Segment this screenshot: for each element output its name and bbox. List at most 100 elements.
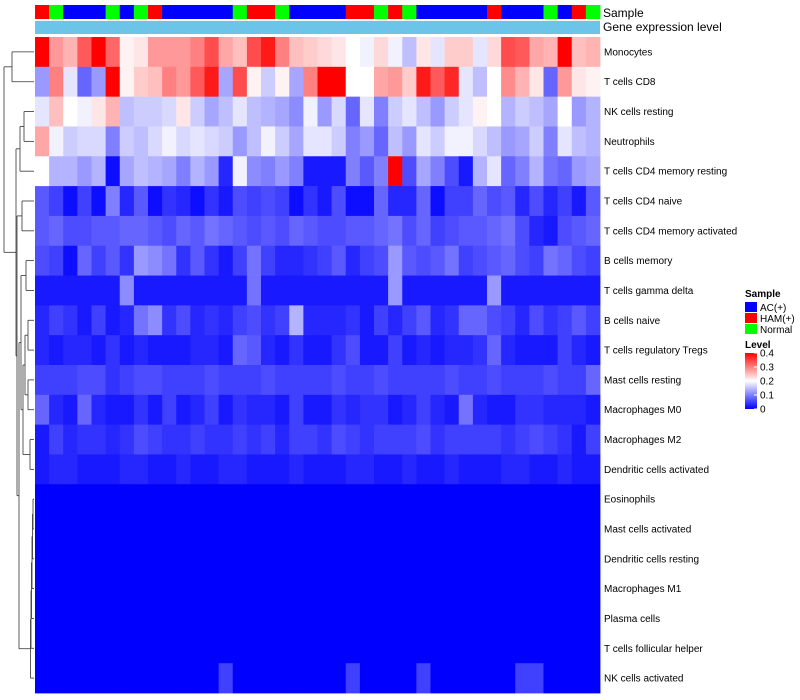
heatmap-cell — [402, 96, 417, 127]
heatmap-cell — [133, 37, 149, 68]
heatmap-cell — [515, 454, 530, 485]
heatmap-cell — [133, 365, 149, 396]
heatmap-cell — [557, 96, 573, 127]
heatmap-cell — [585, 543, 601, 575]
sample-annotation-cell — [133, 5, 149, 19]
heatmap-cell — [246, 573, 262, 604]
heatmap-cell — [35, 156, 50, 187]
heatmap-cell — [35, 305, 50, 336]
heatmap-cell — [374, 543, 389, 575]
heatmap-cell — [359, 603, 375, 634]
heatmap-cell — [162, 454, 177, 485]
heatmap-cell — [487, 186, 502, 217]
heatmap-cell — [444, 603, 460, 634]
heatmap-cell — [458, 305, 474, 336]
heatmap-cell — [487, 126, 502, 157]
heatmap-cell — [148, 573, 163, 604]
heatmap-cell — [77, 66, 92, 98]
row-label: T cells gamma delta — [604, 286, 694, 297]
heatmap-cell — [119, 186, 135, 217]
heatmap-cell — [204, 454, 220, 485]
heatmap-cell — [444, 573, 460, 604]
heatmap-cell — [49, 215, 64, 247]
heatmap-cell — [430, 424, 446, 455]
heatmap-cell — [133, 394, 149, 426]
heatmap-cell — [402, 514, 417, 545]
heatmap-cell — [35, 275, 50, 306]
heatmap-cell — [515, 245, 530, 276]
heatmap-cell — [49, 484, 64, 515]
heatmap-cell — [501, 633, 516, 664]
heatmap-cell — [529, 484, 544, 515]
heatmap-cell — [416, 66, 431, 98]
heatmap-cell — [487, 603, 502, 634]
sample-legend-title: Sample — [745, 289, 781, 300]
heatmap-cell — [501, 37, 516, 68]
heatmap-cell — [232, 514, 248, 545]
heatmap-cell — [289, 126, 304, 157]
heatmap-cell — [487, 66, 502, 98]
heatmap-cell — [190, 126, 205, 157]
heatmap-cell — [91, 454, 107, 485]
sample-annotation-cell — [557, 5, 573, 19]
heatmap-cell — [218, 603, 234, 634]
heatmap-cell — [571, 454, 587, 485]
sample-annotation-cell — [331, 5, 347, 19]
heatmap-cell — [430, 663, 446, 694]
heatmap-cell — [416, 663, 431, 694]
heatmap-cell — [232, 484, 248, 515]
heatmap-cell — [501, 454, 516, 485]
heatmap-cell — [246, 514, 262, 545]
heatmap-cell — [176, 454, 191, 485]
heatmap-cell — [119, 96, 135, 127]
heatmap-cell — [204, 305, 220, 336]
heatmap-cell — [529, 663, 544, 694]
heatmap-cell — [204, 603, 220, 634]
heatmap-cell — [289, 335, 304, 366]
heatmap-cell — [374, 156, 389, 187]
heatmap-cell — [289, 663, 304, 694]
sample-annotation-cell — [176, 5, 191, 19]
heatmap-cell — [345, 633, 361, 664]
heatmap-cell — [345, 335, 361, 366]
heatmap-cell — [232, 573, 248, 604]
heatmap-cell — [585, 37, 601, 68]
heatmap-cell — [430, 275, 446, 306]
heatmap-cell — [515, 394, 530, 426]
heatmap-cell — [218, 365, 234, 396]
heatmap-cell — [374, 245, 389, 276]
heatmap-cell — [105, 96, 121, 127]
heatmap-cell — [190, 633, 205, 664]
heatmap-cell — [557, 335, 573, 366]
heatmap-cell — [331, 126, 347, 157]
heatmap-cell — [374, 215, 389, 247]
heatmap-cell — [402, 66, 417, 98]
heatmap-cell — [557, 424, 573, 455]
legend: Sample AC(+)HAM(+)Normal Level 0.4 0.3 0.2… — [745, 289, 795, 416]
heatmap-cell — [529, 66, 544, 98]
heatmap-cell — [77, 215, 92, 247]
heatmap-cell — [529, 573, 544, 604]
heatmap-cell — [585, 484, 601, 515]
heatmap-cell — [543, 484, 559, 515]
heatmap-cell — [331, 66, 347, 98]
heatmap-cell — [49, 514, 64, 545]
heatmap-cell — [77, 37, 92, 68]
heatmap-cell — [331, 543, 347, 575]
heatmap-cell — [359, 543, 375, 575]
heatmap-cell — [91, 663, 107, 694]
heatmap-cell — [119, 573, 135, 604]
heatmap-cell — [105, 573, 121, 604]
heatmap-cell — [374, 424, 389, 455]
heatmap-cell — [388, 514, 403, 545]
row-labels: Monocytes T cells CD8 NK cells resting Neut… — [604, 47, 737, 684]
sample-annotation-cell — [119, 5, 135, 19]
heatmap-cell — [515, 603, 530, 634]
heatmap-cell — [289, 215, 304, 247]
heatmap-cell — [571, 335, 587, 366]
heatmap-cell — [317, 424, 333, 455]
heatmap-cell — [246, 365, 262, 396]
heatmap-cell — [275, 96, 290, 127]
heatmap-cell — [416, 37, 431, 68]
heatmap-cell — [317, 305, 333, 336]
